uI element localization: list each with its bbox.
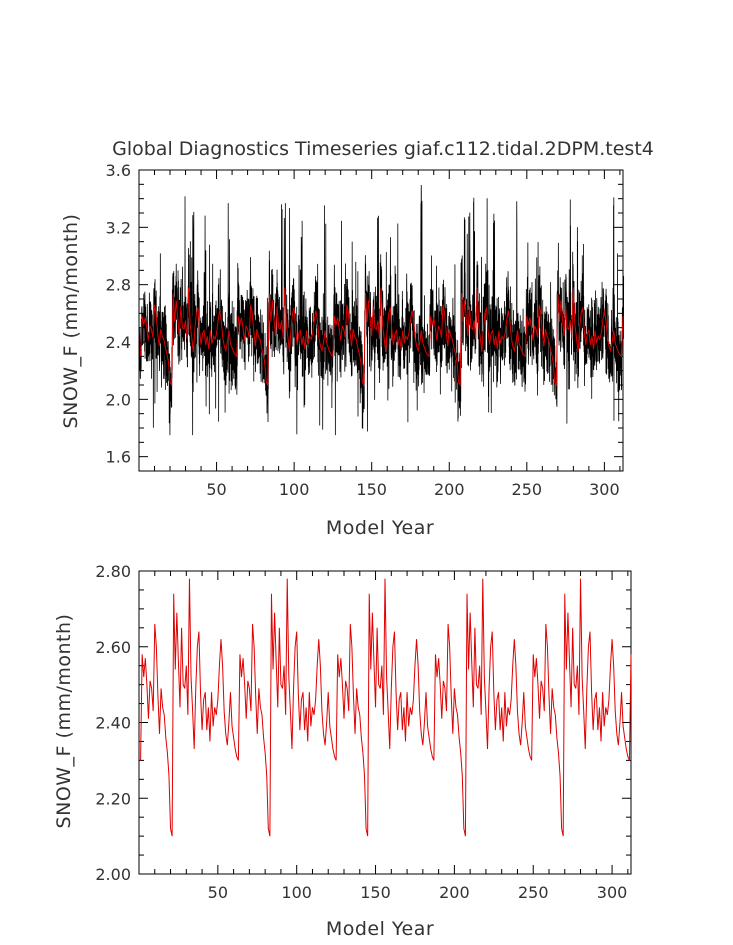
top-chart-annual-series-line: [140, 287, 624, 387]
top-chart-y-axis-label: SNOW_F (mm/month): [60, 214, 82, 429]
top-y-tick-label: 1.6: [106, 448, 131, 467]
bottom-chart-annual-series-line: [140, 578, 632, 837]
top-y-tick-label: 3.2: [106, 218, 131, 237]
top-x-tick-label: 100: [279, 480, 310, 499]
top-y-tick-label: 2.8: [106, 276, 131, 295]
bottom-chart-y-axis-label: SNOW_F (mm/month): [53, 614, 75, 829]
bottom-x-tick-label: 250: [518, 883, 549, 902]
bottom-x-tick-label: 300: [597, 883, 628, 902]
top-chart-plot-area: 50 100 150 200 250 300 1.6 2.0 2.4 2.8 3.2 3.6: [106, 161, 625, 499]
top-y-tick-label: 2.0: [106, 390, 131, 409]
bottom-chart-plot-area: 50 100 150 200 250 300 2.00 2.20 2.40 2.60 2.80: [95, 562, 632, 902]
bottom-x-tick-label: 150: [360, 883, 391, 902]
top-chart-title: Global Diagnostics Timeseries giaf.c112.…: [112, 138, 654, 160]
bottom-chart-x-axis-label: Model Year: [326, 918, 434, 940]
top-y-tick-label: 2.4: [106, 333, 131, 352]
bottom-y-tick-label: 2.80: [95, 562, 131, 581]
top-x-tick-label: 150: [356, 480, 387, 499]
bottom-y-tick-label: 2.20: [95, 789, 131, 808]
bottom-x-tick-label: 200: [439, 883, 470, 902]
bottom-x-tick-label: 100: [281, 883, 312, 902]
bottom-y-tick-label: 2.00: [95, 865, 131, 884]
bottom-y-tick-label: 2.40: [95, 714, 131, 733]
top-x-tick-label: 50: [206, 480, 226, 499]
top-chart-x-axis-label: Model Year: [326, 517, 434, 539]
bottom-y-tick-label: 2.60: [95, 638, 131, 657]
top-x-tick-label: 300: [589, 480, 620, 499]
bottom-x-tick-label: 50: [208, 883, 228, 902]
top-x-tick-label: 200: [434, 480, 465, 499]
top-y-tick-label: 3.6: [106, 161, 131, 180]
top-x-tick-label: 250: [512, 480, 543, 499]
